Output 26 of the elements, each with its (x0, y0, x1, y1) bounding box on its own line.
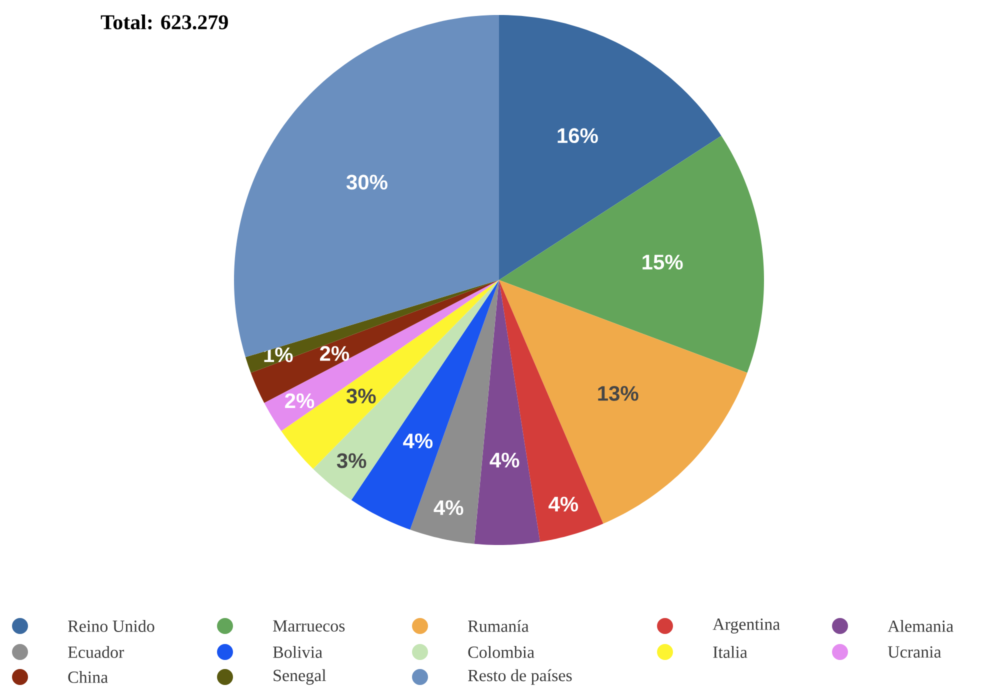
legend-label: Alemania (888, 620, 954, 632)
legend-label: Bolivia (273, 646, 322, 658)
legend-label: Argentina (712, 618, 780, 634)
legend-label: Ecuador (68, 646, 124, 658)
data-label: 15% (642, 254, 683, 270)
legend-label: Resto de países (468, 669, 572, 685)
legend-label: Reino Unido (68, 620, 154, 632)
data-label: 4% (490, 452, 520, 468)
data-label: 13% (598, 386, 638, 401)
data-label: 16% (558, 128, 598, 144)
data-label: 2% (320, 346, 350, 361)
legend-label: Rumanía (468, 620, 529, 632)
data-label: 30% (346, 174, 388, 190)
chart-title: Total: 623.279 (100, 14, 228, 30)
data-label: 4% (403, 434, 433, 448)
legend-label: Colombia (468, 646, 534, 658)
data-label: 4% (548, 496, 578, 512)
data-label: 3% (346, 388, 376, 404)
legend-label: Italia (713, 646, 748, 658)
legend-label: Marruecos (273, 620, 345, 632)
data-label: 3% (336, 453, 366, 468)
data-label: 2% (285, 393, 314, 408)
legend-label: Ucrania (888, 646, 942, 658)
data-label: 4% (434, 500, 464, 516)
legend-label: China (68, 671, 108, 683)
legend-label: Senegal (274, 669, 326, 685)
